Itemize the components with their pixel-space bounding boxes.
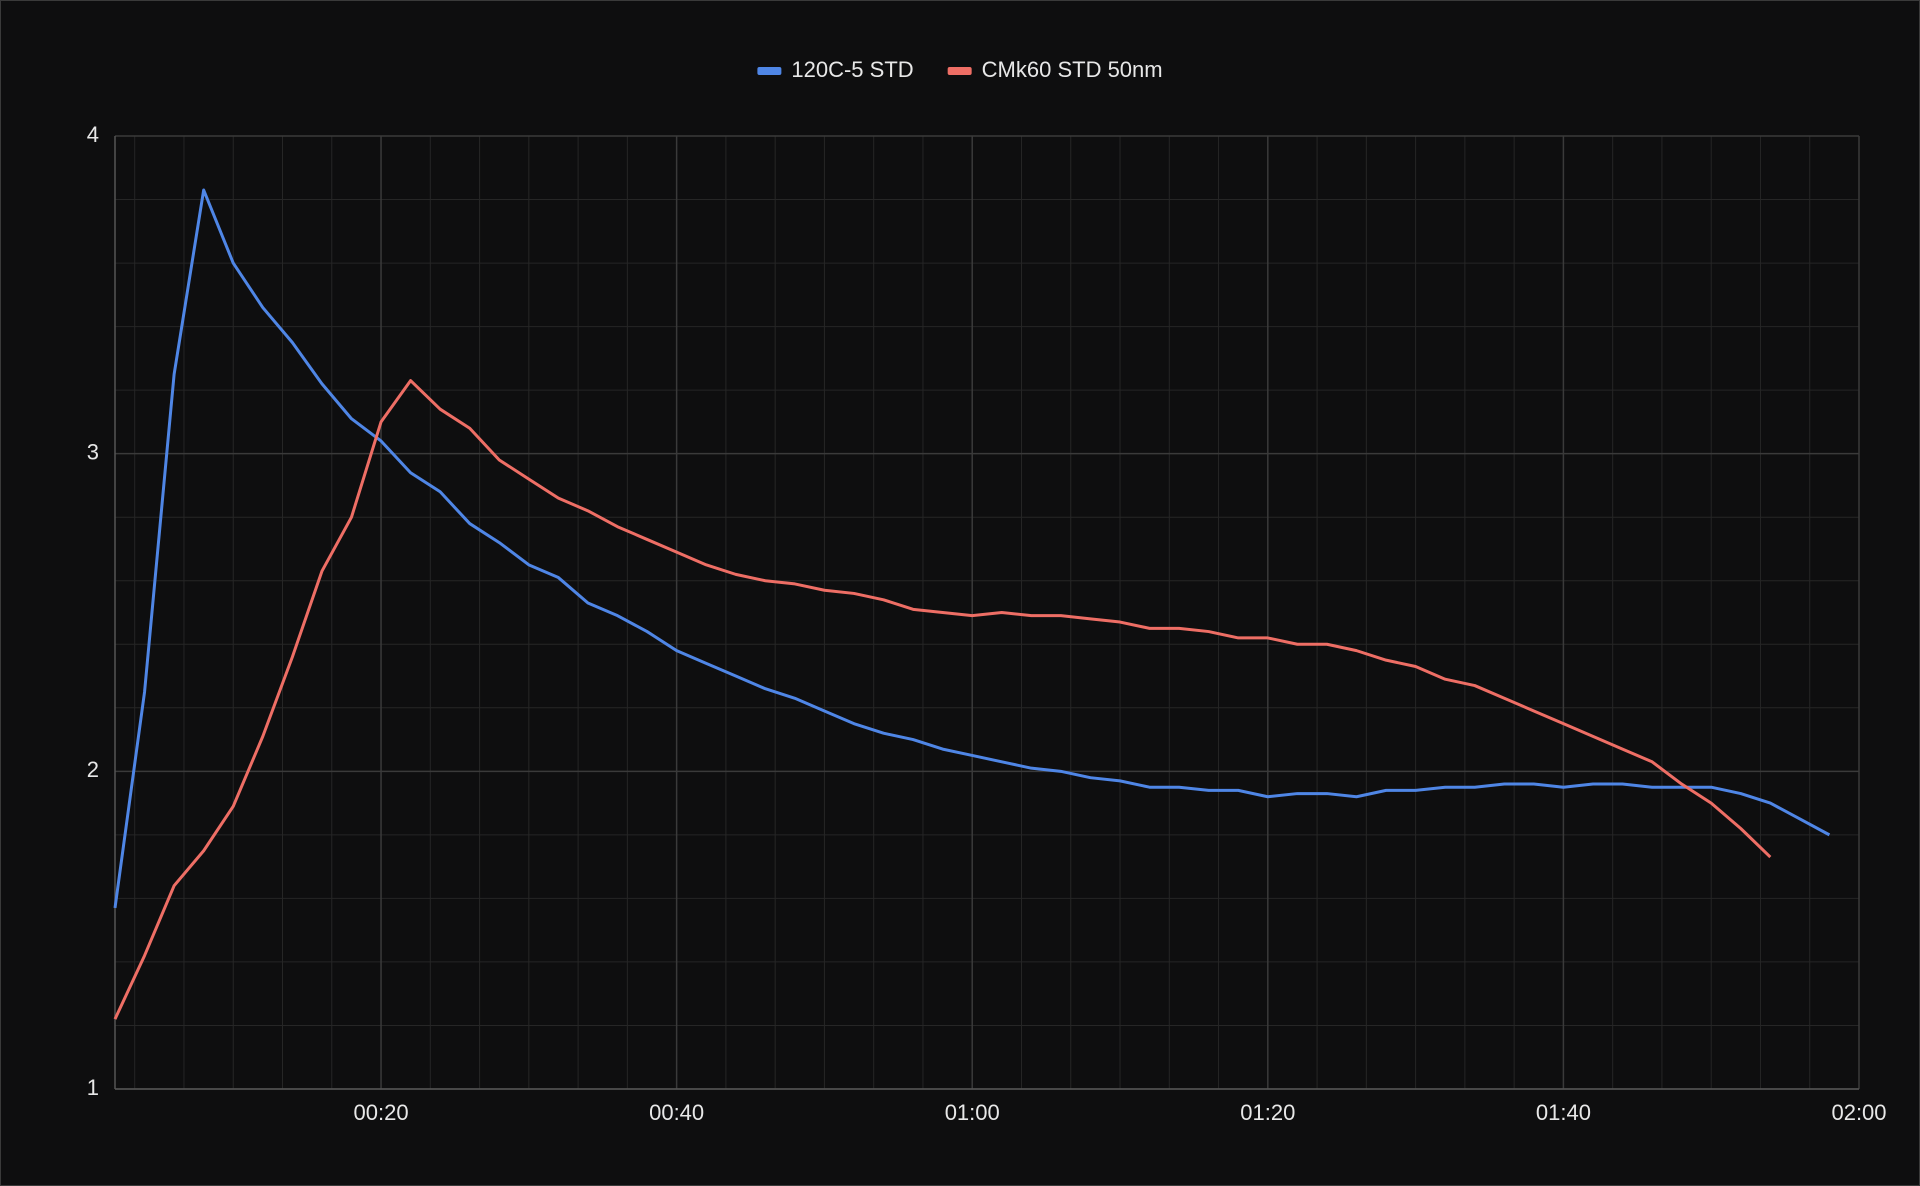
y-tick-label: 2 xyxy=(87,757,99,782)
legend-label: 120C-5 STD xyxy=(791,57,913,82)
x-tick-label: 01:20 xyxy=(1240,1100,1295,1125)
y-tick-label: 1 xyxy=(87,1075,99,1100)
legend-item: CMk60 STD 50nm xyxy=(947,57,1163,82)
legend-item: 120C-5 STD xyxy=(757,57,914,82)
x-tick-label: 02:00 xyxy=(1831,1100,1886,1125)
y-tick-label: 4 xyxy=(87,122,99,147)
series-line xyxy=(113,379,1772,1020)
x-tick-label: 00:40 xyxy=(649,1100,704,1125)
x-tick-label: 01:40 xyxy=(1536,1100,1591,1125)
series-line xyxy=(113,188,1831,909)
legend-swatch xyxy=(947,67,972,75)
y-tick-label: 3 xyxy=(87,439,99,464)
x-tick-label: 00:20 xyxy=(354,1100,409,1125)
legend-label: CMk60 STD 50nm xyxy=(982,57,1163,82)
legend-swatch xyxy=(757,67,782,75)
x-tick-label: 01:00 xyxy=(945,1100,1000,1125)
